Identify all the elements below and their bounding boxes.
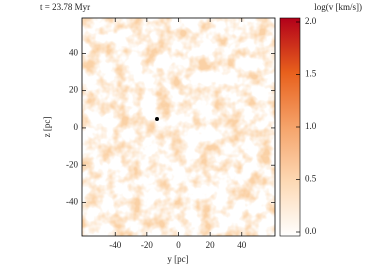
x-axis-label: y [pc]	[167, 254, 188, 264]
x-tick-label: 40	[237, 240, 247, 250]
y-tick-label: 0	[74, 122, 79, 132]
colorbar-tick-label: 0.5	[305, 174, 317, 184]
colorbar-tick-label: 1.5	[305, 69, 317, 79]
y-tick-label: 40	[69, 47, 79, 57]
colorbar-tick-label: 1.0	[305, 121, 317, 131]
colorbar-tick-label: 0.0	[305, 226, 317, 236]
x-tick-label: 20	[206, 240, 216, 250]
x-tick-label: -40	[109, 240, 121, 250]
y-tick-label: -40	[66, 197, 78, 207]
colorbar-tick-label: 2.0	[305, 16, 317, 26]
field-image	[82, 18, 275, 236]
y-tick-label: 20	[69, 85, 79, 95]
x-tick-label: 0	[176, 240, 181, 250]
chart-title: t = 23.78 Myr	[40, 2, 90, 12]
x-tick-label: -20	[141, 240, 153, 250]
y-axis-label: z [pc]	[42, 117, 52, 138]
y-tick-label: -20	[66, 159, 78, 169]
colorbar-label: log(v [km/s])	[314, 2, 362, 12]
